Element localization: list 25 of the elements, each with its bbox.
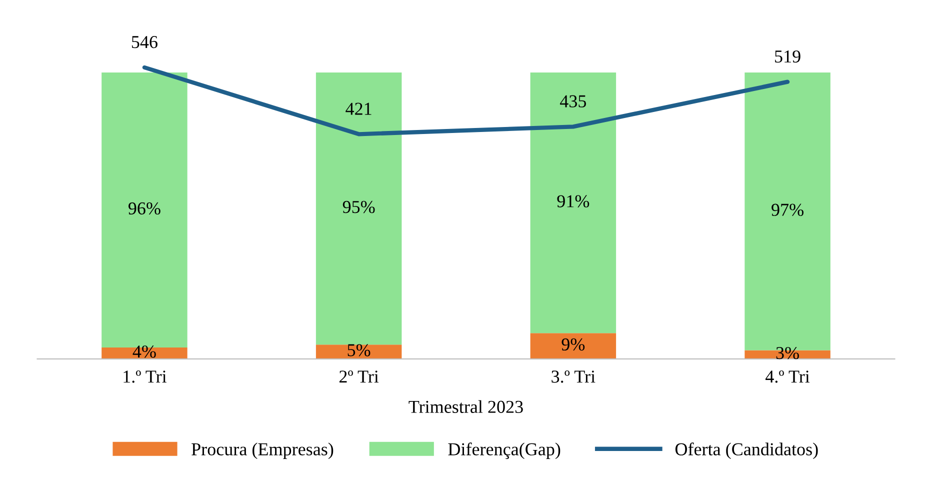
x-tick-label: 4.º Tri bbox=[766, 370, 810, 383]
x-tick-label: 2º Tri bbox=[339, 370, 379, 383]
legend-label: Oferta (Candidatos) bbox=[675, 442, 818, 460]
bar bbox=[316, 72, 402, 345]
data-label: 546 bbox=[132, 36, 158, 48]
legend-label: Procura (Empresas) bbox=[192, 442, 334, 460]
x-tick-label: 3.º Tri bbox=[552, 370, 596, 383]
x-tick-label: 1.º Tri bbox=[124, 370, 166, 383]
bar bbox=[102, 72, 188, 348]
legend-label: Diferença(Gap) bbox=[448, 442, 560, 460]
data-label: 519 bbox=[775, 50, 800, 63]
data-label: 435 bbox=[560, 95, 586, 108]
x-axis-title: Trimestral 2023 bbox=[408, 400, 523, 413]
data-label: 95% bbox=[342, 200, 375, 214]
data-label: 9% bbox=[562, 338, 585, 351]
data-label: 421 bbox=[346, 102, 372, 115]
data-label: 91% bbox=[557, 195, 590, 208]
bar bbox=[530, 333, 616, 359]
bar bbox=[316, 344, 402, 359]
data-label: 5% bbox=[348, 344, 370, 356]
data-label: 96% bbox=[128, 202, 160, 215]
data-label: 97% bbox=[772, 204, 804, 216]
bar bbox=[530, 72, 616, 334]
data-label: 4% bbox=[132, 346, 156, 358]
data-label: 3% bbox=[776, 346, 799, 360]
